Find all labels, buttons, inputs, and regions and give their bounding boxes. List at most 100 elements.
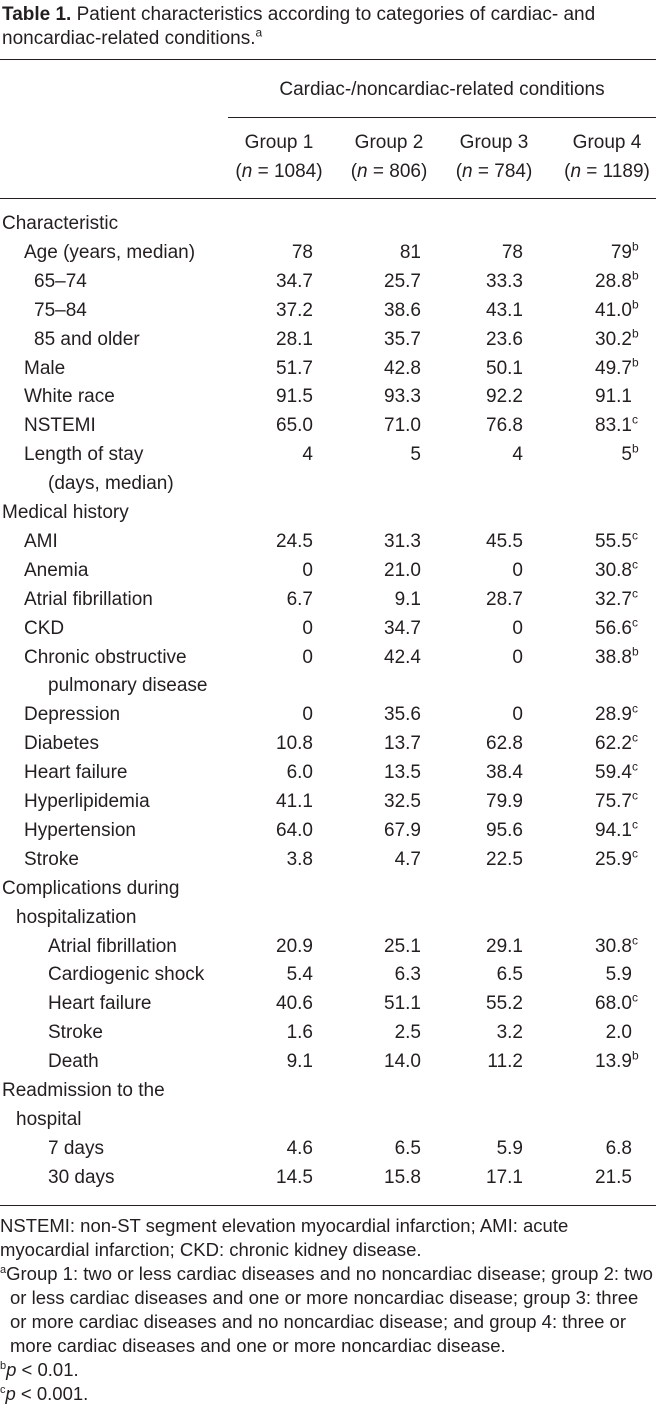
cell-value: 65.0 xyxy=(276,415,313,437)
row-label: Hypertension xyxy=(24,819,136,841)
table-cell: 14.0 xyxy=(321,1048,421,1076)
row-label: Length of stay xyxy=(24,444,144,466)
table-cell: 25.9c xyxy=(541,846,641,874)
significance-marker: c xyxy=(632,586,638,601)
n-symbol: n xyxy=(462,161,473,182)
row-label: Stroke xyxy=(24,848,79,870)
cell-value: 15.8 xyxy=(384,1166,421,1188)
table-cell: 64.0 xyxy=(213,817,313,845)
table-cell: 81 xyxy=(321,239,421,267)
cell-value: 68.0 xyxy=(595,993,632,1015)
cell-value: 31.3 xyxy=(384,530,421,552)
row-label: Diabetes xyxy=(24,733,99,755)
row-label: White race xyxy=(24,386,115,408)
cell-value: 13.5 xyxy=(384,762,421,784)
cell-value: 71.0 xyxy=(384,415,421,437)
cell-value: 41.1 xyxy=(276,791,313,812)
significance-marker: c xyxy=(632,846,638,861)
table-notes: NSTEMI: non-ST segment elevation myocard… xyxy=(0,1214,656,1406)
row-label: Atrial fibrillation xyxy=(48,935,177,957)
footnote-b-symbol: p xyxy=(6,1359,17,1380)
table-cell: 34.7 xyxy=(213,268,313,296)
table-cell: 55.5c xyxy=(541,528,641,556)
row-label: 75–84 xyxy=(34,299,87,321)
table-cell: 79b xyxy=(541,239,641,267)
table-cell: 94.1c xyxy=(541,817,641,845)
cell-value: 55.2 xyxy=(486,993,523,1015)
cell-value: 4 xyxy=(302,444,313,466)
caption-text: Patient characteristics according to cat… xyxy=(2,4,596,49)
row-label: Death xyxy=(48,1051,99,1073)
cell-value: 6.5 xyxy=(394,1137,421,1159)
significance-marker-box: b xyxy=(632,441,641,469)
cell-value: 64.0 xyxy=(276,819,313,841)
table-cell: 42.4 xyxy=(321,644,421,672)
table-cell: 21.5 xyxy=(541,1164,641,1192)
table-cell: 10.8 xyxy=(213,730,313,758)
table-cell: 91.5 xyxy=(213,383,313,411)
significance-marker: b xyxy=(632,1048,639,1063)
cell-value: 56.6 xyxy=(595,617,632,639)
table-caption: Table 1. Patient characteristics accordi… xyxy=(2,3,654,51)
table-cell: 0 xyxy=(213,644,313,672)
cell-value: 33.3 xyxy=(486,270,523,292)
table-label: Table 1. xyxy=(2,4,72,25)
table-cell: 15.8 xyxy=(321,1164,421,1192)
table-cell: 32.5 xyxy=(321,788,421,816)
table-cell: 6.3 xyxy=(321,961,421,989)
table-cell: 49.7b xyxy=(541,355,641,383)
table-cell: 9.1 xyxy=(321,586,421,614)
table-cell: 34.7 xyxy=(321,615,421,643)
column-spanner: Cardiac-/noncardiac-related conditions xyxy=(279,79,605,100)
table-cell: 0 xyxy=(213,701,313,729)
top-rule xyxy=(0,59,656,60)
cell-value: 49.7 xyxy=(595,357,632,379)
row-label: Anemia xyxy=(24,559,89,581)
table-cell: 23.6 xyxy=(423,326,523,354)
group-header-3: Group 3 xyxy=(459,132,529,153)
cell-value: 38.6 xyxy=(384,299,421,321)
cell-value: 0 xyxy=(512,704,523,726)
cell-value: 45.5 xyxy=(486,530,523,552)
significance-marker-box: b xyxy=(632,644,641,672)
table-cell: 93.3 xyxy=(321,383,421,411)
significance-marker: b xyxy=(632,268,639,283)
cell-value: 11.2 xyxy=(487,1051,523,1073)
significance-marker: b xyxy=(632,355,639,370)
cell-value: 83.1 xyxy=(595,415,632,437)
row-label: Depression xyxy=(24,704,121,726)
cell-value: 5 xyxy=(410,444,421,466)
section-label: Complications during xyxy=(2,877,180,899)
table-cell: 9.1 xyxy=(213,1048,313,1076)
cell-value: 34.7 xyxy=(276,270,313,292)
table-cell: 21.0 xyxy=(321,557,421,585)
cell-value: 14.0 xyxy=(384,1051,421,1073)
table-cell: 76.8 xyxy=(423,412,523,440)
table-cell: 30.8c xyxy=(541,557,641,585)
table-cell: 25.1 xyxy=(321,933,421,961)
footnote-c-symbol: p xyxy=(5,1383,16,1404)
significance-marker: c xyxy=(632,933,638,948)
cell-value: 79 xyxy=(610,241,632,263)
significance-marker-box: c xyxy=(632,557,641,585)
cell-value: 29.1 xyxy=(486,935,523,957)
cell-value: 38.8 xyxy=(595,646,632,668)
cell-value: 51.7 xyxy=(276,357,313,379)
significance-marker-box: c xyxy=(632,586,641,614)
significance-marker: c xyxy=(632,412,638,427)
group-header-4: Group 4 xyxy=(572,132,642,153)
significance-marker-box: c xyxy=(632,528,641,556)
cell-value: 42.8 xyxy=(384,357,421,379)
significance-marker: c xyxy=(632,730,638,745)
cell-value: 38.4 xyxy=(486,762,523,784)
table-cell: 38.4 xyxy=(423,759,523,787)
table-cell: 5.9 xyxy=(541,961,641,989)
row-label-continued: hospitalization xyxy=(16,906,137,928)
table-cell: 42.8 xyxy=(321,355,421,383)
table-cell: 0 xyxy=(423,701,523,729)
significance-marker-box: c xyxy=(632,759,641,787)
table-cell: 11.2 xyxy=(423,1048,523,1076)
table-cell: 4 xyxy=(213,441,313,469)
row-label: 7 days xyxy=(48,1137,104,1159)
header-rule xyxy=(0,198,656,199)
